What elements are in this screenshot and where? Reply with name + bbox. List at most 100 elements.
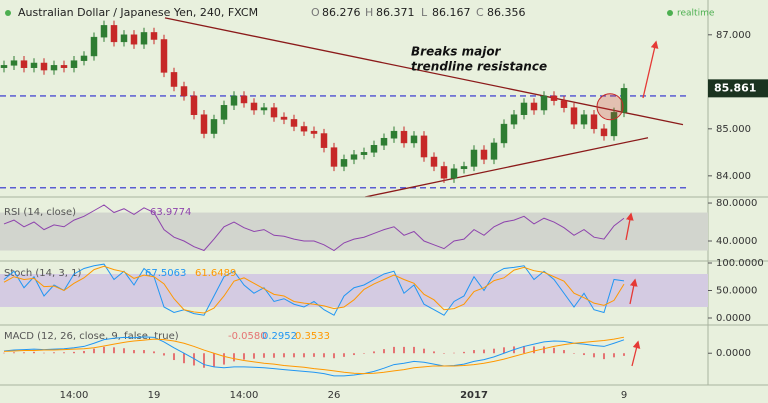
histogram-bar [543,346,545,354]
indicator-line [3,263,625,316]
arrow [631,340,641,367]
candle-body [530,102,538,111]
candle-body [20,60,28,68]
candle-body [420,135,428,158]
candle-body [190,95,198,115]
candle-body [440,166,448,179]
band [0,212,708,251]
indicator-line [3,204,625,252]
histogram-bar [563,350,565,354]
histogram-bar [193,353,195,366]
histogram-bar [533,346,535,354]
histogram-bar [33,351,35,354]
candle-body [100,25,108,38]
histogram-bar [623,353,625,356]
candle-body [260,107,268,111]
histogram-bar [343,353,345,357]
histogram-bar [233,353,235,362]
x-tick-label: 9 [621,390,627,401]
histogram-bar [363,353,365,354]
realtime-label: realtime [677,9,715,19]
histogram-bar [113,347,115,354]
candle-body [290,119,298,127]
candle-body [270,107,278,118]
candle-body [160,39,168,73]
histogram-bar [273,353,275,358]
arrow [629,278,638,305]
indicator-line [3,336,625,377]
histogram-bar [213,353,215,367]
histogram-bar [103,346,105,354]
histogram-bar [473,350,475,354]
histogram-bar [393,346,395,354]
histogram-bar [603,353,605,360]
histogram-bar [523,345,525,354]
histogram-bar [333,353,335,359]
candle-body [210,119,218,134]
x-tick-label: 14:00 [60,390,89,401]
candle-body [560,100,568,108]
y-tick-label: 0.0000 [716,313,751,324]
histogram-bar [53,352,55,354]
symbol-title: Australian Dollar / Japanese Yen, 240, F… [18,6,258,19]
ohlc-label: H [365,6,373,19]
histogram-bar [323,353,325,358]
histogram-bar [253,353,255,359]
histogram-bar [353,353,355,356]
candle-body [10,60,18,66]
histogram-bar [3,352,5,354]
candle-body [470,149,478,167]
candle-body [50,65,58,71]
candle-body [70,60,78,68]
ohlc-value: 86.356 [487,6,526,19]
histogram-bar [313,353,315,357]
annotation: Breaks major [411,45,502,59]
candle-body [60,65,68,68]
ohlc-label: C [476,6,484,19]
candle-body [480,149,488,160]
indicator-value: 67.5063 [145,268,186,279]
ohlc-label: O [311,6,320,19]
candle-body [450,168,458,179]
band [0,273,708,307]
y-tick-label: 50.0000 [716,285,757,296]
y-tick-label: 0.0000 [716,348,751,359]
y-tick-label: 100.0000 [716,258,764,269]
histogram-bar [293,353,295,358]
candle-body [330,147,338,167]
indicator-title: RSI (14, close) [4,207,76,218]
histogram-bar [443,353,445,354]
histogram-bar [203,353,205,368]
candle-body [600,128,608,137]
histogram-bar [493,348,495,354]
indicator-line [3,265,625,314]
candle-body [40,62,48,71]
histogram-bar [573,353,575,354]
histogram-bar [133,350,135,354]
histogram-bar [183,353,185,364]
y-tick-label: 87.000 [716,30,751,41]
indicator-value: -0.0580 [228,331,267,342]
histogram-bar [123,348,125,354]
indicator-title: MACD (12, 26, close, 9, false, true) [4,331,179,342]
histogram-bar [593,353,595,358]
candle-body [80,55,88,61]
candle-body [220,105,228,120]
last-price-label: 85.861 [714,81,756,94]
candle-body [240,95,248,104]
candle-body [390,130,398,139]
candle-body [120,34,128,43]
candle-body [150,32,158,40]
y-tick-label: 40.0000 [716,236,757,247]
candle-body [360,152,368,155]
histogram-bar [223,353,225,365]
last-price-tag [708,79,768,98]
indicator-value: 0.2952 [262,331,297,342]
candle-body [300,126,308,132]
candle-body [280,116,288,120]
y-tick-label: 84.000 [716,171,751,182]
status-dot [5,10,11,16]
